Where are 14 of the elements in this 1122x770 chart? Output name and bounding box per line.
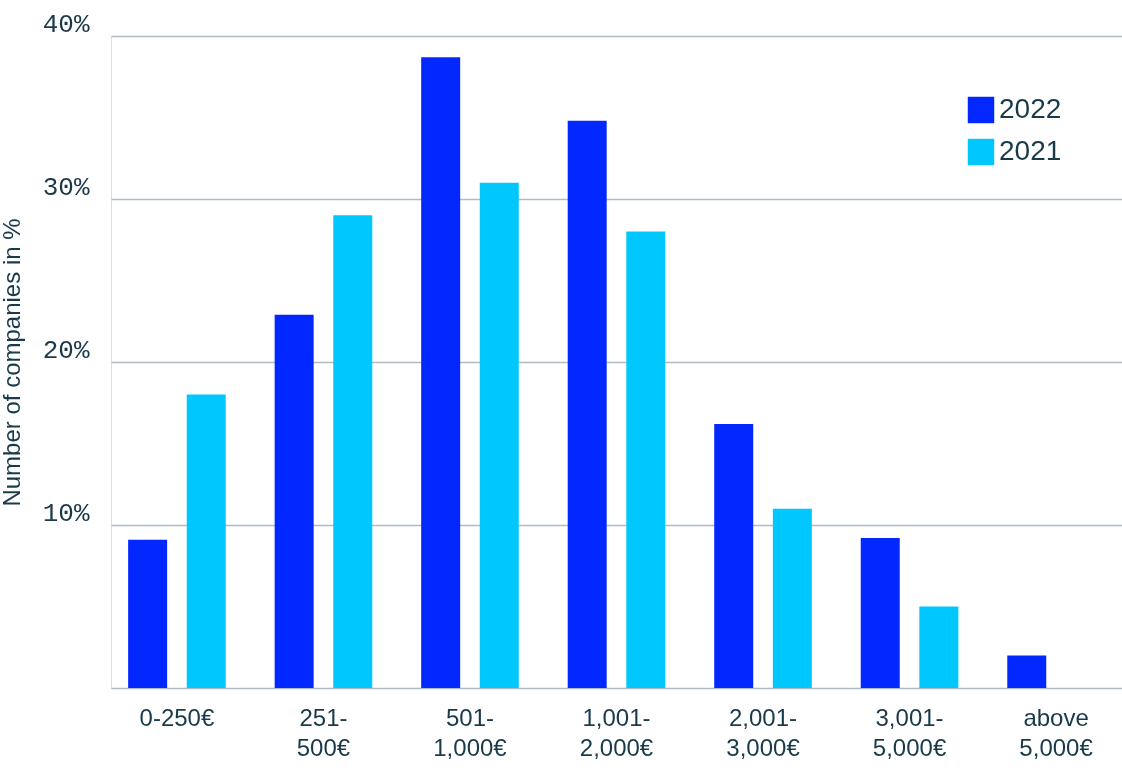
y-tick-label: 10% — [42, 498, 90, 529]
y-axis-title: Number of companies in % — [0, 218, 25, 507]
x-tick-label: 1,001- 2,000€ — [579, 703, 654, 761]
x-tick-label: above 5,000€ — [1019, 703, 1094, 761]
x-tick-label: 501- 1,000€ — [433, 703, 508, 761]
x-tick-label: 3,001- 5,000€ — [872, 703, 947, 761]
x-tick-label: 251- 500€ — [296, 703, 351, 761]
y-tick-label: 20% — [42, 335, 90, 366]
y-tick-label: 40% — [42, 9, 90, 40]
legend-label: 2022 — [999, 93, 1062, 124]
legend-label: 2021 — [999, 135, 1062, 166]
x-tick-label: 2,001- 3,000€ — [726, 703, 801, 761]
y-tick-label: 30% — [42, 172, 90, 203]
x-tick-label: 0-250€ — [139, 703, 215, 731]
